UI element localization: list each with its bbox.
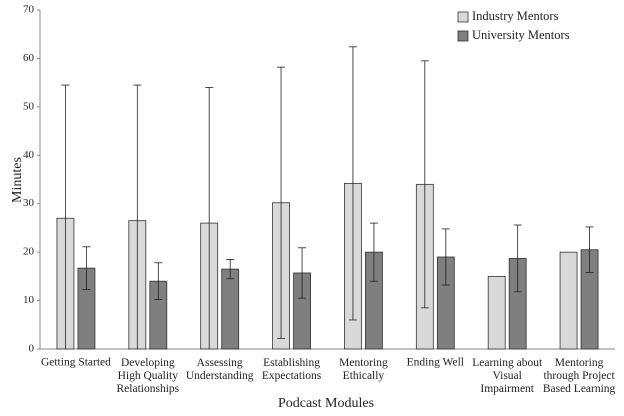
y-tick-label: 40 bbox=[23, 149, 35, 161]
bar bbox=[487, 275, 506, 350]
x-axis-label: Podcast Modules bbox=[278, 396, 374, 411]
y-tick-label: 60 bbox=[23, 52, 35, 64]
x-tick-label: Mentoring Ethically bbox=[339, 357, 388, 382]
x-tick-label: Learning about Visual Impairment bbox=[472, 357, 543, 395]
y-axis-label: Minutes bbox=[10, 157, 25, 203]
y-tick-label: 30 bbox=[23, 197, 35, 209]
y-tick-label: 20 bbox=[23, 246, 35, 258]
legend-swatch bbox=[457, 30, 469, 42]
y-tick-label: 50 bbox=[23, 100, 35, 112]
x-tick-label: Ending Well bbox=[407, 357, 464, 369]
bar bbox=[559, 251, 578, 350]
bar bbox=[221, 268, 240, 350]
x-tick-label: Getting Started bbox=[41, 357, 111, 369]
x-tick-label: Assessing Understanding bbox=[186, 357, 254, 382]
x-tick-label: Developing High Quality Relationships bbox=[117, 357, 180, 395]
x-tick-label: Mentoring through Project Based Learning bbox=[543, 357, 616, 395]
y-tick-label: 10 bbox=[23, 294, 35, 306]
x-tick-label: Establishing Expectations bbox=[262, 357, 322, 382]
legend-label: Industry Mentors bbox=[472, 9, 559, 23]
legend-label: University Mentors bbox=[472, 28, 570, 42]
y-tick-label: 70 bbox=[23, 4, 35, 16]
y-tick-label: 0 bbox=[29, 343, 35, 355]
legend-swatch bbox=[457, 11, 469, 23]
